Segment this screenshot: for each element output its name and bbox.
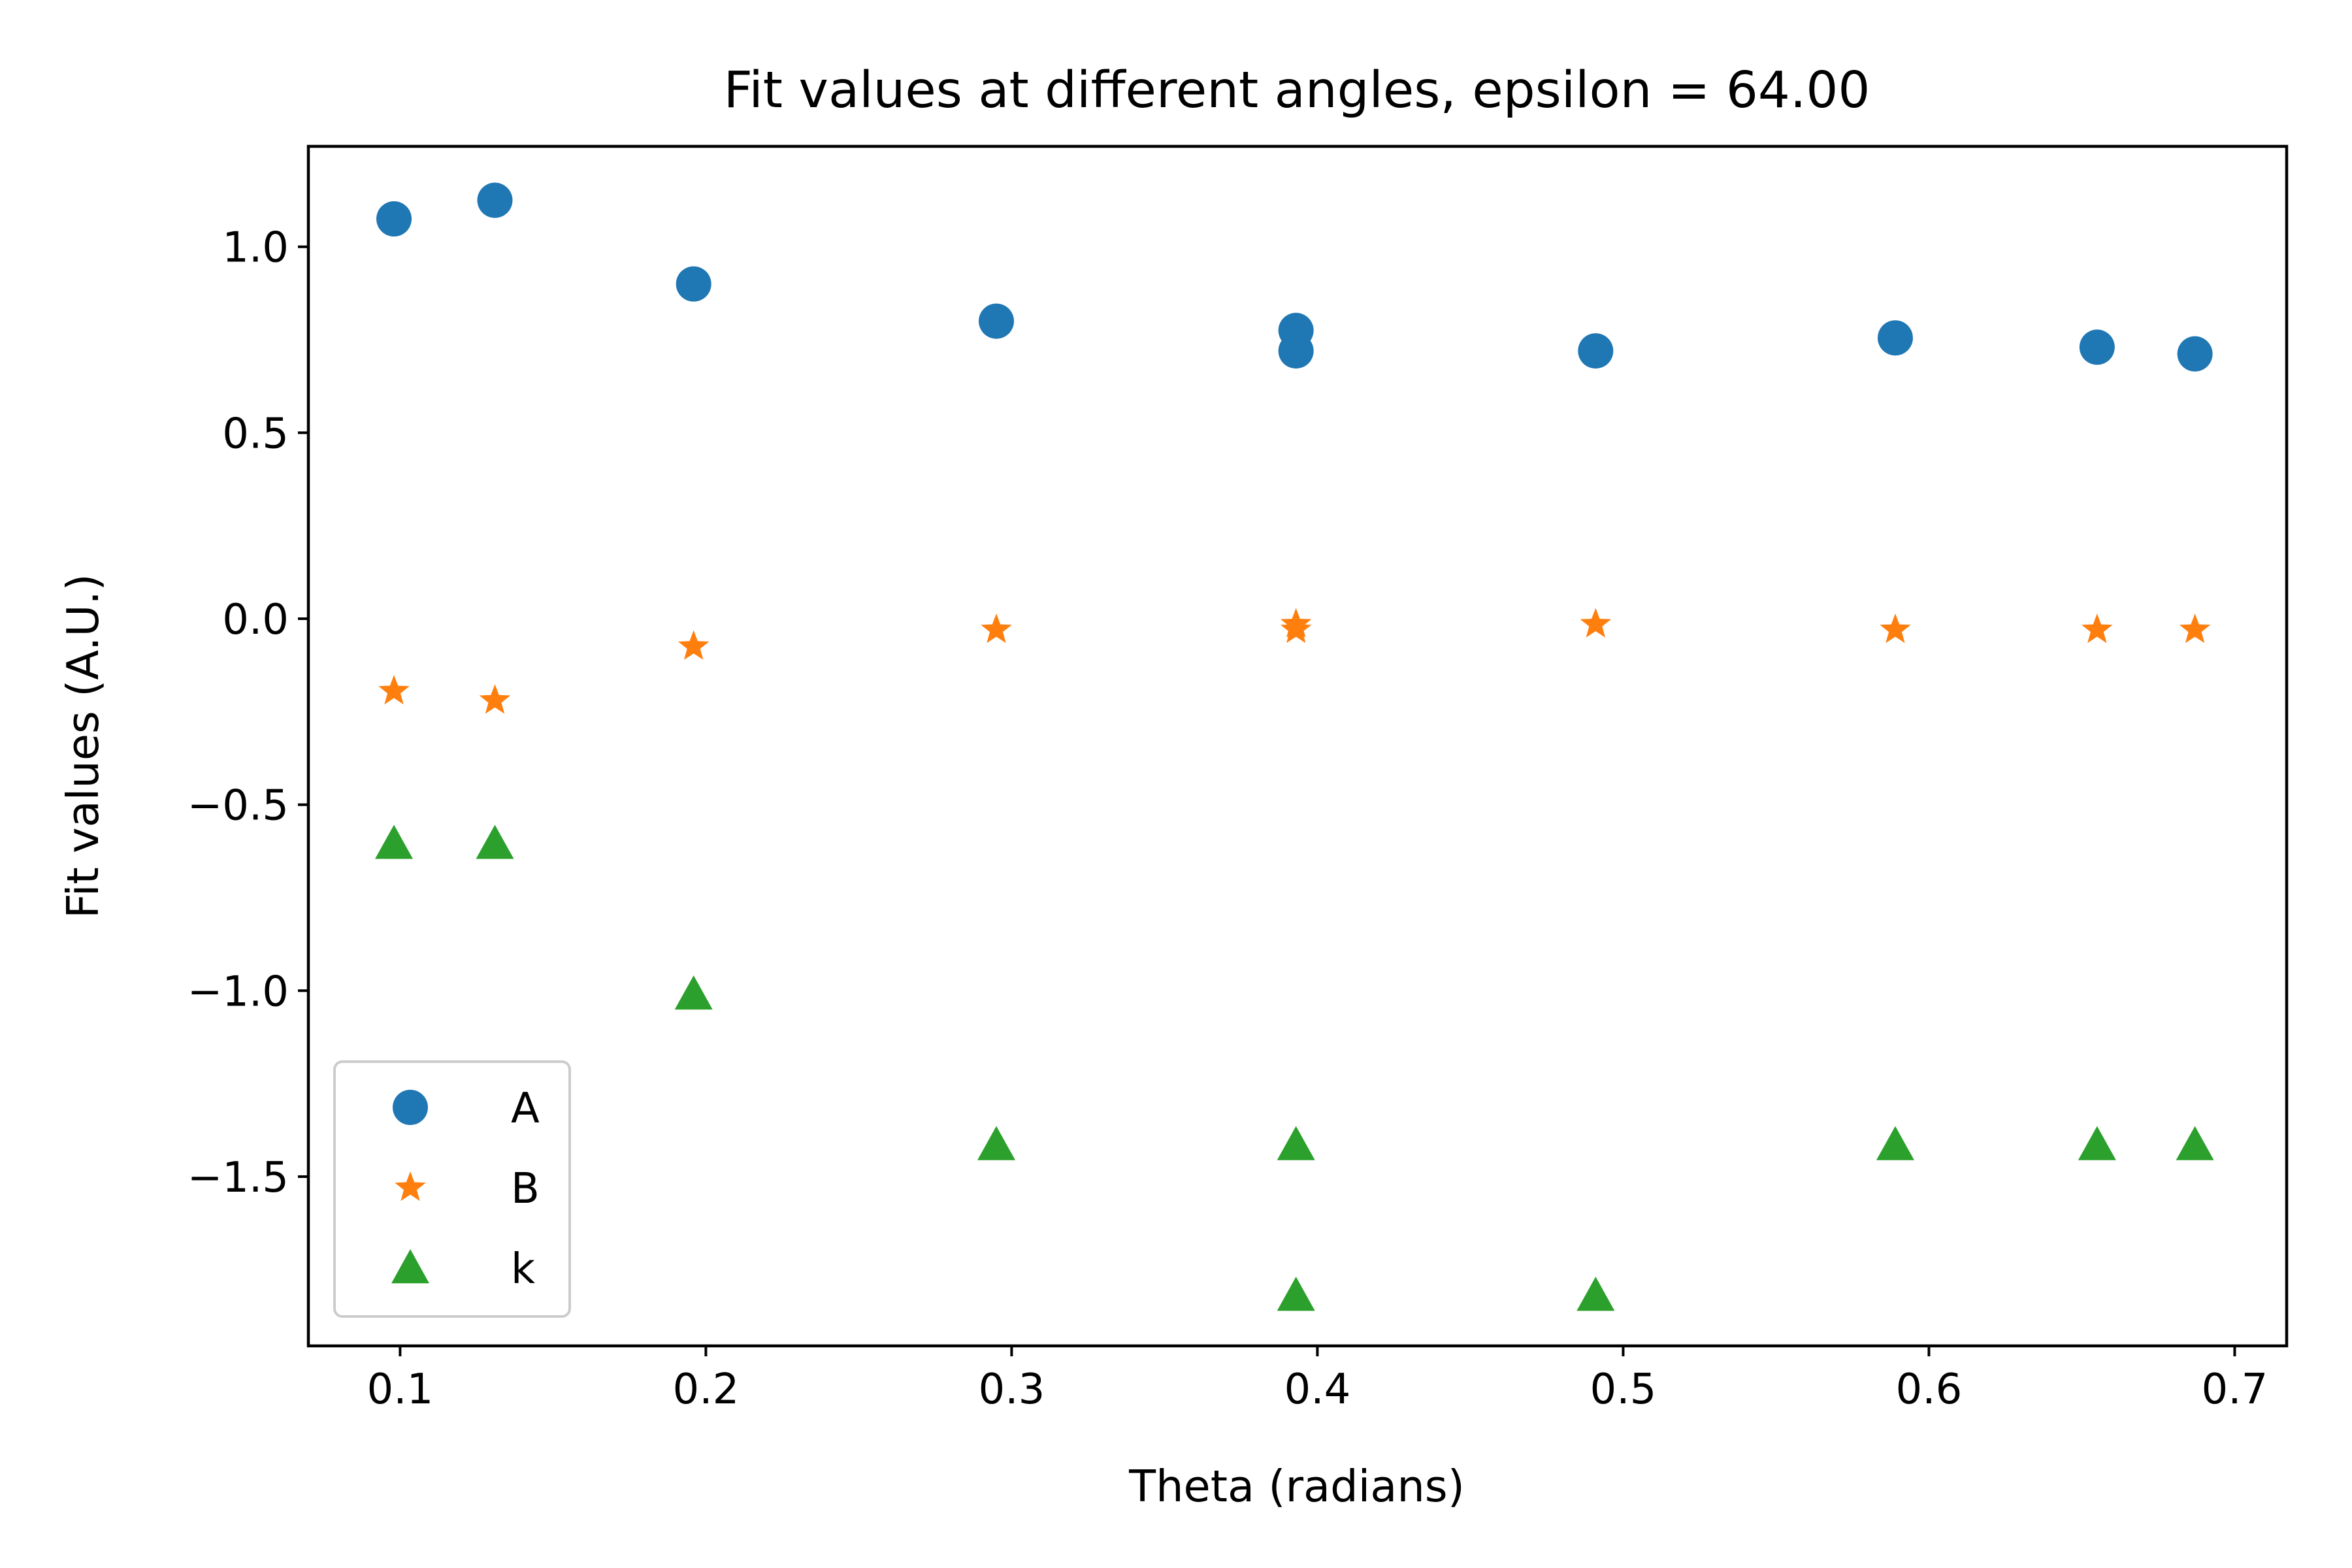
data-point-A (376, 201, 412, 237)
y-tick-label: 1.0 (222, 224, 289, 272)
x-tick-label: 0.2 (673, 1365, 740, 1414)
legend-box (333, 1060, 571, 1318)
x-tick-label: 0.1 (367, 1365, 434, 1414)
y-tick-label: 0.0 (222, 596, 289, 644)
data-point-A (2177, 336, 2213, 372)
legend-marker-A (393, 1090, 428, 1125)
x-tick-label: 0.3 (979, 1365, 1045, 1414)
axes-frame (306, 144, 2289, 1348)
data-point-k (375, 825, 414, 859)
legend-item-B: B (395, 1165, 540, 1213)
chart-title: Fit values at different angles, epsilon … (724, 61, 1870, 120)
legend-item-k: k (391, 1245, 535, 1294)
data-point-k (2176, 1126, 2214, 1160)
legend-label: k (511, 1245, 535, 1294)
series-B (378, 608, 2211, 714)
data-point-k (476, 825, 514, 859)
data-point-k (1277, 1277, 1315, 1311)
data-point-A (676, 266, 711, 302)
data-point-k (2078, 1126, 2116, 1160)
data-point-A (1278, 333, 1314, 369)
data-point-B (1580, 608, 1612, 638)
legend-item-A: A (393, 1085, 540, 1133)
data-point-k (1876, 1126, 1914, 1160)
y-axis-label: Fit values (A.U.) (57, 574, 108, 919)
data-point-k (1576, 1277, 1615, 1311)
data-point-A (2079, 329, 2115, 365)
legend-marker-B (395, 1171, 426, 1201)
data-point-k (1277, 1126, 1315, 1160)
series-k (375, 825, 2214, 1311)
data-point-B (2179, 613, 2211, 644)
legend: ABk (333, 1060, 571, 1318)
data-point-A (477, 182, 513, 218)
x-tick-label: 0.6 (1896, 1365, 1963, 1414)
y-tick-label: −1.0 (188, 968, 289, 1016)
data-point-B (981, 613, 1012, 644)
data-point-B (678, 630, 710, 660)
legend-marker-k (391, 1249, 429, 1284)
x-axis-label: Theta (radians) (1128, 1461, 1465, 1512)
data-point-k (977, 1126, 1016, 1160)
x-tick-label: 0.5 (1590, 1365, 1657, 1414)
y-tick-label: −1.5 (188, 1154, 289, 1202)
series-A (376, 182, 2213, 372)
x-tick-label: 0.7 (2202, 1365, 2268, 1414)
legend-label: B (511, 1165, 540, 1213)
data-point-B (378, 675, 410, 705)
y-axis: 1.0 0.5 0.0 −0.5 −1.0 −1.5 (188, 224, 308, 1202)
y-tick-label: 0.5 (222, 410, 289, 458)
data-point-B (479, 684, 511, 714)
data-point-A (1877, 320, 1913, 356)
data-point-B (1880, 613, 1911, 644)
data-point-B (2082, 613, 2113, 644)
data-point-A (979, 303, 1015, 339)
x-tick-label: 0.4 (1284, 1365, 1351, 1414)
x-axis: 0.1 0.2 0.3 0.4 0.5 0.6 0.7 (367, 1346, 2268, 1414)
data-point-k (674, 975, 713, 1010)
y-tick-label: −0.5 (188, 782, 289, 830)
legend-label: A (511, 1085, 540, 1133)
data-point-A (1578, 333, 1614, 369)
plot-area (375, 182, 2214, 1311)
data-point-B (1280, 613, 1312, 644)
